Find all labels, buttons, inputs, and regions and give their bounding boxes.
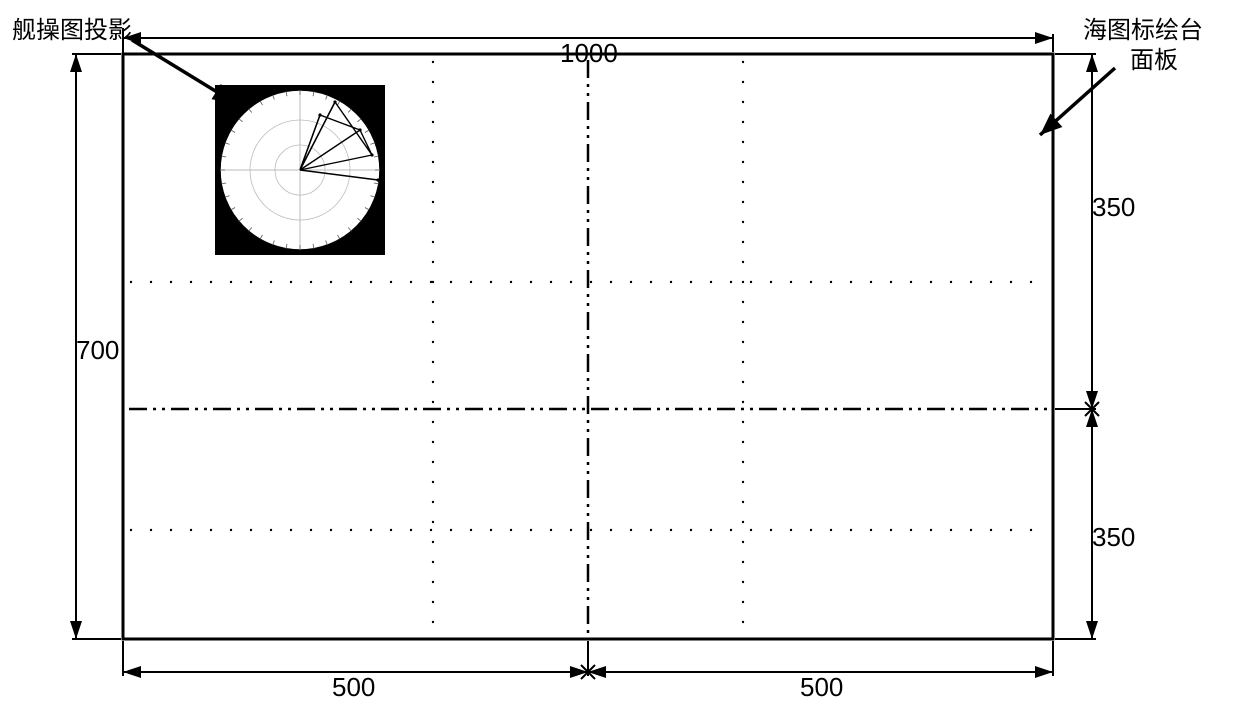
dim-right-lower-label: 350 [1092,522,1135,553]
dim-top-label: 1000 [560,38,618,69]
dim-right-upper-label: 350 [1092,192,1135,223]
dim-bot-right-label: 500 [800,672,843,703]
dim-bot-left-label: 500 [332,672,375,703]
dim-left-label: 700 [76,335,119,366]
projection-label: 舰操图投影 [12,10,132,45]
panel-label-line2: 面板 [1130,40,1178,75]
maneuvering-board-inset [215,85,385,255]
